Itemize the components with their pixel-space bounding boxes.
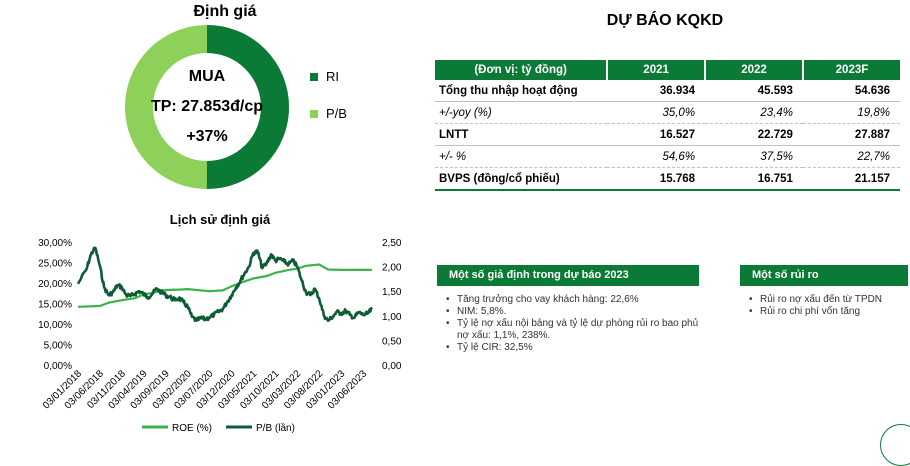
forecast-title: DỰ BÁO KQKD bbox=[606, 12, 724, 29]
cell-value: 35,0% bbox=[607, 101, 706, 124]
cell-value: 45.593 bbox=[705, 80, 803, 102]
row-label: +/-yoy (%) bbox=[435, 101, 608, 124]
left-axis-tick-label: 25,00% bbox=[38, 259, 72, 270]
legend-label: ROE (%) bbox=[172, 423, 212, 434]
list-item: Tỷ lệ CIR: 32,5% bbox=[443, 342, 699, 354]
legend-pb-label: P/B bbox=[326, 106, 347, 121]
page-corner-badge bbox=[880, 424, 910, 466]
recommendation: MUA bbox=[188, 68, 226, 85]
forecast-col-2021: 2021 bbox=[607, 60, 707, 80]
right-axis-tick-label: 0,00 bbox=[382, 361, 402, 372]
cell-value: 23,4% bbox=[705, 101, 803, 124]
left-axis-tick-label: 10,00% bbox=[38, 320, 72, 331]
list-item: Tăng trưởng cho vay khách hàng: 22,6% bbox=[443, 294, 699, 306]
valuation-history-chart: 0,00% 5,00% 10,00% 15,00% 20,00% 25,00% 30,00%… bbox=[38, 238, 402, 434]
left-axis-tick-label: 0,00% bbox=[44, 361, 72, 372]
forecast-col-2022: 2022 bbox=[705, 60, 804, 80]
cell-value: 21.157 bbox=[802, 167, 900, 191]
list-item: NIM: 5,8%. bbox=[443, 306, 699, 318]
legend-ri-label: RI bbox=[326, 69, 339, 84]
table-row: Tổng thu nhập hoạt động 36.934 45.593 54… bbox=[435, 80, 900, 102]
cell-value: 16.527 bbox=[607, 123, 706, 146]
row-label: BVPS (đồng/cổ phiếu) bbox=[435, 167, 608, 191]
left-axis-tick-label: 30,00% bbox=[38, 238, 72, 249]
risks-list: Rủi ro nợ xấu đến từ TPDN Rủi ro chi phí… bbox=[740, 294, 908, 318]
legend-ri: RI bbox=[310, 69, 339, 84]
cell-value: 16.751 bbox=[705, 167, 803, 191]
cell-value: 27.887 bbox=[802, 123, 900, 146]
table-row: +/-yoy (%) 35,0% 23,4% 19,8% bbox=[435, 101, 900, 124]
right-axis-tick-label: 1,00 bbox=[382, 312, 402, 323]
list-item: Tỷ lệ nợ xấu nội bảng và tỷ lệ dự phòng … bbox=[443, 318, 699, 342]
series-line-pb bbox=[76, 246, 373, 322]
row-label: Tổng thu nhập hoạt động bbox=[435, 80, 608, 102]
assumptions-title: Một số giả định trong dự báo 2023 bbox=[437, 265, 699, 286]
left-axis-ticks: 0,00% 5,00% 10,00% 15,00% 20,00% 25,00% 30,00% bbox=[38, 238, 72, 372]
table-row: +/- % 54,6% 37,5% 22,7% bbox=[435, 145, 900, 168]
cell-value: 15.768 bbox=[607, 167, 706, 191]
list-item: Rủi ro nợ xấu đến từ TPDN bbox=[746, 294, 908, 306]
right-axis-tick-label: 1,50 bbox=[382, 287, 402, 298]
right-axis-ticks: 0,00 0,50 1,00 1,50 2,00 2,50 bbox=[382, 238, 402, 372]
list-item: Rủi ro chi phí vốn tăng bbox=[746, 306, 908, 318]
valuation-donut bbox=[125, 25, 289, 189]
table-row: BVPS (đồng/cổ phiếu) 15.768 16.751 21.15… bbox=[435, 167, 900, 191]
forecast-col-2023f: 2023F bbox=[802, 60, 900, 80]
row-label: +/- % bbox=[435, 145, 608, 168]
right-axis-tick-label: 0,50 bbox=[382, 336, 402, 347]
assumptions-panel: Một số giả định trong dự báo 2023 Tăng t… bbox=[437, 265, 699, 354]
assumptions-list: Tăng trưởng cho vay khách hàng: 22,6% NI… bbox=[437, 294, 699, 354]
chart-legend: ROE (%) P/B (lần) bbox=[142, 422, 295, 434]
left-axis-tick-label: 5,00% bbox=[44, 341, 72, 352]
forecast-col-unit: (Đơn vị: tỷ đồng) bbox=[435, 60, 609, 80]
target-price: TP: 27.853đ/cp bbox=[150, 98, 264, 115]
legend-label: P/B (lần) bbox=[256, 422, 295, 434]
forecast-table: (Đơn vị: tỷ đồng) 2021 2022 2023F Tổng t… bbox=[435, 60, 900, 191]
cell-value: 37,5% bbox=[705, 145, 803, 168]
cell-value: 36.934 bbox=[607, 80, 706, 102]
valuation-title: Định giá bbox=[193, 3, 257, 20]
legend-pb-swatch bbox=[310, 109, 318, 118]
upside: +37% bbox=[186, 128, 228, 145]
forecast-header-row: (Đơn vị: tỷ đồng) 2021 2022 2023F bbox=[435, 60, 900, 80]
cell-value: 19,8% bbox=[802, 101, 900, 124]
series-line-roe bbox=[77, 263, 372, 308]
cell-value: 54,6% bbox=[607, 145, 706, 168]
cell-value: 22.729 bbox=[705, 123, 803, 146]
left-axis-tick-label: 15,00% bbox=[38, 300, 72, 311]
right-axis-tick-label: 2,00 bbox=[382, 263, 402, 274]
risks-panel: Một số rủi ro Rủi ro nợ xấu đến từ TPDN … bbox=[740, 265, 908, 318]
cell-value: 22,7% bbox=[802, 145, 900, 168]
right-axis-tick-label: 2,50 bbox=[382, 238, 402, 249]
cell-value: 54.636 bbox=[802, 80, 900, 102]
risks-title: Một số rủi ro bbox=[740, 265, 908, 286]
donut-slice-ri bbox=[125, 25, 289, 189]
x-axis-ticks: 03/01/201803/06/201803/11/201803/04/2019… bbox=[41, 368, 370, 411]
valuation-summary: MUA TP: 27.853đ/cp +37% bbox=[125, 25, 289, 189]
legend-ri-swatch bbox=[310, 72, 318, 81]
legend-pb: P/B bbox=[310, 106, 347, 121]
table-row: LNTT 16.527 22.729 27.887 bbox=[435, 123, 900, 146]
chart-title: Lịch sử định giá bbox=[169, 212, 271, 227]
row-label: LNTT bbox=[435, 123, 608, 146]
left-axis-tick-label: 20,00% bbox=[38, 279, 72, 290]
